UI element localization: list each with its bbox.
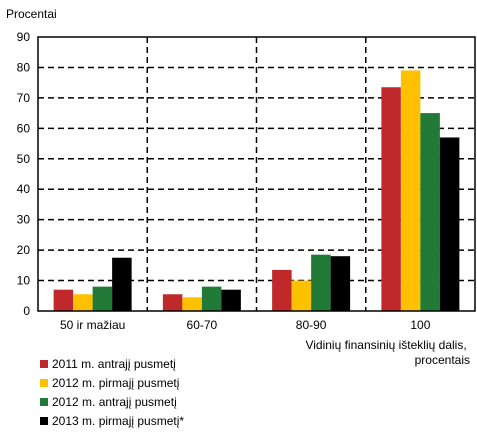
legend-item: 2012 m. pirmajį pusmetį (40, 373, 184, 392)
legend-item: 2011 m. antrajį pusmetį (40, 354, 184, 373)
bar (311, 254, 331, 311)
y-tick-label: 30 (17, 213, 31, 227)
bar (272, 269, 292, 311)
y-tick-label: 40 (17, 182, 31, 196)
x-axis-label-line-1: Vidinių finansinių išteklių dalis, (305, 338, 466, 352)
x-axis-label-line-2: procentais (415, 353, 470, 367)
y-tick-label: 20 (17, 243, 31, 257)
y-axis-label: Procentai (6, 7, 57, 21)
y-tick-label: 50 (17, 152, 31, 166)
bar (73, 294, 93, 311)
x-tick-label: 60-70 (187, 318, 218, 332)
bar (420, 113, 440, 311)
plot-frame (37, 36, 476, 312)
legend-swatch (40, 359, 48, 368)
bar (221, 289, 241, 311)
bar (330, 256, 351, 311)
x-axis-label: Vidinių finansinių išteklių dalis, proce… (305, 338, 470, 367)
y-tick-label: 10 (17, 274, 31, 288)
x-ticks: 50 ir mažiau 60-70 80-90 100 (60, 318, 431, 332)
bar (162, 294, 183, 311)
y-tick-label: 0 (23, 304, 30, 318)
y-tick-label: 90 (17, 30, 31, 44)
bars (53, 70, 460, 311)
x-tick-label: 80-90 (296, 318, 327, 332)
bar (381, 87, 401, 311)
bar (92, 286, 113, 311)
y-tick-label: 60 (17, 121, 31, 135)
legend-item: 2012 m. antrajį pusmetį (40, 392, 184, 411)
bar (400, 70, 421, 311)
legend: 2011 m. antrajį pusmetį 2012 m. pirmajį … (40, 354, 184, 430)
bar (112, 257, 132, 311)
bar (182, 297, 202, 311)
legend-label: 2011 m. antrajį pusmetį (52, 356, 176, 371)
legend-label: 2012 m. pirmajį pusmetį (52, 375, 180, 390)
y-ticks: 0 10 20 30 40 50 60 70 80 90 (17, 30, 31, 318)
legend-swatch (40, 416, 48, 425)
bar (53, 289, 74, 311)
y-tick-label: 70 (17, 91, 31, 105)
legend-label: 2013 m. pirmajį pusmetį* (52, 413, 185, 428)
bar (439, 137, 460, 311)
legend-swatch (40, 378, 48, 387)
bar (201, 286, 222, 311)
bar (291, 280, 312, 311)
legend-swatch (40, 397, 48, 406)
x-tick-label: 100 (410, 318, 430, 332)
legend-item: 2013 m. pirmajį pusmetį* (40, 411, 184, 430)
x-tick-label: 50 ir mažiau (60, 318, 125, 332)
legend-label: 2012 m. antrajį pusmetį (52, 394, 177, 409)
y-tick-label: 80 (17, 60, 31, 74)
